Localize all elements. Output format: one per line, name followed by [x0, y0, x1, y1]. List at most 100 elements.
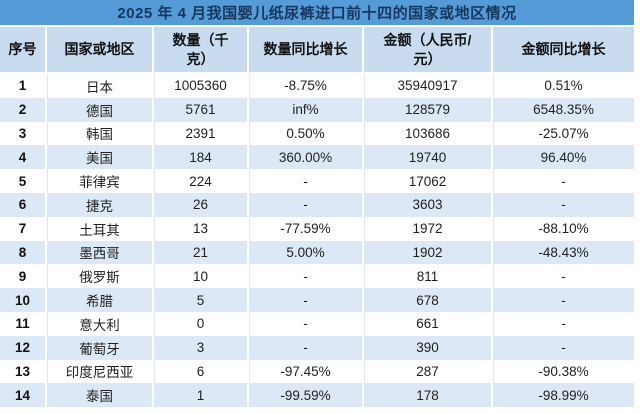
row-index-cell: 3: [18, 125, 27, 141]
table-cell: 葡萄牙: [45, 335, 153, 360]
row-index-cell: 2: [18, 102, 27, 118]
table-row: 7 土耳其 13 -77.59% 1972 -88.10%: [0, 216, 634, 241]
table-cell: 96.40%: [491, 145, 634, 170]
table-cell: 意大利: [45, 311, 153, 336]
row-index-cell: 14: [14, 387, 31, 403]
table-title: 2025 年 4 月我国婴儿纸尿裤进口前十四的国家或地区情况: [0, 0, 634, 27]
table-cell: 360.00%: [247, 145, 363, 170]
table-cell: 128579: [362, 97, 492, 122]
table-cell: 6: [152, 359, 248, 384]
column-header: 国家或地区: [45, 27, 153, 74]
table-cell: 印度尼西亚: [45, 359, 153, 384]
table-row: 6 捷克 26-3603-: [0, 192, 634, 217]
row-index-cell: 10: [14, 292, 31, 308]
table-row: 14 泰国 1 -99.59% 178 -98.99%: [0, 383, 634, 408]
row-index-cell: 12: [14, 340, 31, 356]
column-header: 金额（人民币/ 元）: [362, 27, 492, 74]
table-cell: 287: [362, 359, 492, 384]
table-cell: 678: [362, 288, 492, 312]
row-index-cell: 13: [14, 363, 31, 379]
table-row: 9 俄罗斯 10-811-: [0, 264, 634, 289]
table-cell: -: [247, 335, 363, 360]
header-row: 序号 国家或地区 数量（千 克） 数量同比增长 金额（人民币/ 元） 金额同比增长: [0, 27, 634, 74]
table-cell: 811: [362, 264, 492, 289]
table-cell: -48.43%: [491, 240, 634, 265]
table-row: 13 印度尼西亚 6 -97.45% 287 -90.38%: [0, 359, 634, 384]
table-cell: 5: [152, 288, 248, 312]
table-cell: 1972: [362, 216, 492, 241]
table-cell: 390: [362, 335, 492, 360]
table-cell: 224: [152, 169, 248, 193]
row-index-cell: 7: [18, 221, 27, 237]
table-cell: 5761: [152, 97, 248, 122]
table-cell: 26: [152, 192, 248, 217]
table-cell: 日本: [45, 73, 153, 98]
row-index-cell: 11: [15, 316, 30, 332]
table-cell: -: [491, 335, 634, 360]
table-cell: 661: [362, 311, 492, 336]
table-cell: 5.00%: [247, 240, 363, 265]
table-cell: 墨西哥: [45, 240, 153, 265]
table-row: 12 葡萄牙 3-390-: [0, 335, 634, 360]
table-cell: 0.50%: [247, 121, 363, 146]
table-cell: 土耳其: [45, 216, 153, 241]
table-cell: 泰国: [45, 383, 153, 408]
table-cell: 1005360: [152, 73, 248, 98]
table-cell: -25.07%: [491, 121, 634, 146]
table-cell: 0.51%: [491, 73, 634, 98]
table-cell: 3603: [362, 192, 492, 217]
table-cell: 19740: [362, 145, 492, 170]
table-cell: -: [491, 288, 634, 312]
table-cell: 178: [362, 383, 492, 408]
table-row: 3 韩国 2391 0.50% 103686 -25.07%: [0, 121, 634, 146]
table-cell: -: [491, 311, 634, 336]
table-cell: 德国: [45, 97, 153, 122]
table-row: 5 菲律宾 224-17062-: [0, 169, 634, 193]
table-cell: -: [491, 264, 634, 289]
table-cell: 103686: [362, 121, 492, 146]
table-cell: 35940917: [362, 73, 492, 98]
table-cell: 俄罗斯: [45, 264, 153, 289]
table-cell: -8.75%: [247, 73, 363, 98]
table-cell: -90.38%: [491, 359, 634, 384]
table-cell: 0: [152, 311, 248, 336]
table-cell: -: [247, 288, 363, 312]
table-cell: -98.99%: [491, 383, 634, 408]
table-cell: -: [491, 192, 634, 217]
table-cell: -97.45%: [247, 359, 363, 384]
column-header: 数量同比增长: [247, 27, 363, 74]
table-cell: -: [247, 169, 363, 193]
table-cell: -: [247, 192, 363, 217]
table-cell: 17062: [362, 169, 492, 193]
table-row: 10 希腊 5-678-: [0, 288, 634, 312]
row-index-cell: 1: [18, 78, 27, 94]
table-cell: 1: [152, 383, 248, 408]
table-cell: 10: [152, 264, 248, 289]
table-cell: 美国: [45, 145, 153, 170]
table-cell: -: [491, 169, 634, 193]
table-row: 8 墨西哥 21 5.00% 1902 -48.43%: [0, 240, 634, 265]
table-cell: 希腊: [45, 288, 153, 312]
table-cell: 21: [152, 240, 248, 265]
table-cell: 184: [152, 145, 248, 170]
table-cell: 13: [152, 216, 248, 241]
column-header: 金额同比增长: [491, 27, 634, 74]
table-cell: 1902: [362, 240, 492, 265]
row-index-cell: 8: [18, 244, 27, 260]
table-cell: 捷克: [45, 192, 153, 217]
table-cell: -77.59%: [247, 216, 363, 241]
row-index-cell: 5: [18, 173, 27, 189]
table-cell: 菲律宾: [45, 169, 153, 193]
table-row: 11 意大利 0-661-: [0, 311, 634, 336]
table-row: 2 德国 5761 inf% 128579 6548.35%: [0, 97, 634, 122]
row-index-cell: 4: [18, 149, 27, 165]
table-row: 4 美国 184 360.00% 19740 96.40%: [0, 145, 634, 170]
table-cell: 3: [152, 335, 248, 360]
column-header: 数量（千 克）: [152, 27, 248, 74]
table-cell: 韩国: [45, 121, 153, 146]
row-index-cell: 9: [18, 268, 27, 284]
column-header: 序号: [0, 27, 46, 74]
table-cell: -88.10%: [491, 216, 634, 241]
table-row: 1 日本 1005360 -8.75% 35940917 0.51%: [0, 73, 634, 98]
row-index-cell: 6: [18, 197, 27, 213]
